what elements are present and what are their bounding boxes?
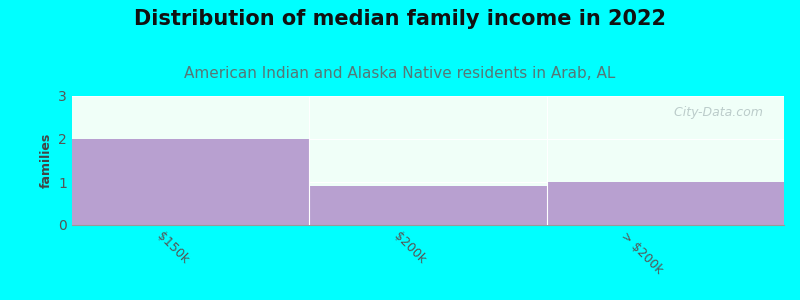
- Bar: [310, 186, 546, 225]
- Bar: [546, 182, 784, 225]
- Text: Distribution of median family income in 2022: Distribution of median family income in …: [134, 9, 666, 29]
- Text: American Indian and Alaska Native residents in Arab, AL: American Indian and Alaska Native reside…: [184, 66, 616, 81]
- Bar: [72, 139, 310, 225]
- Text: City-Data.com: City-Data.com: [666, 106, 762, 119]
- Y-axis label: families: families: [40, 133, 53, 188]
